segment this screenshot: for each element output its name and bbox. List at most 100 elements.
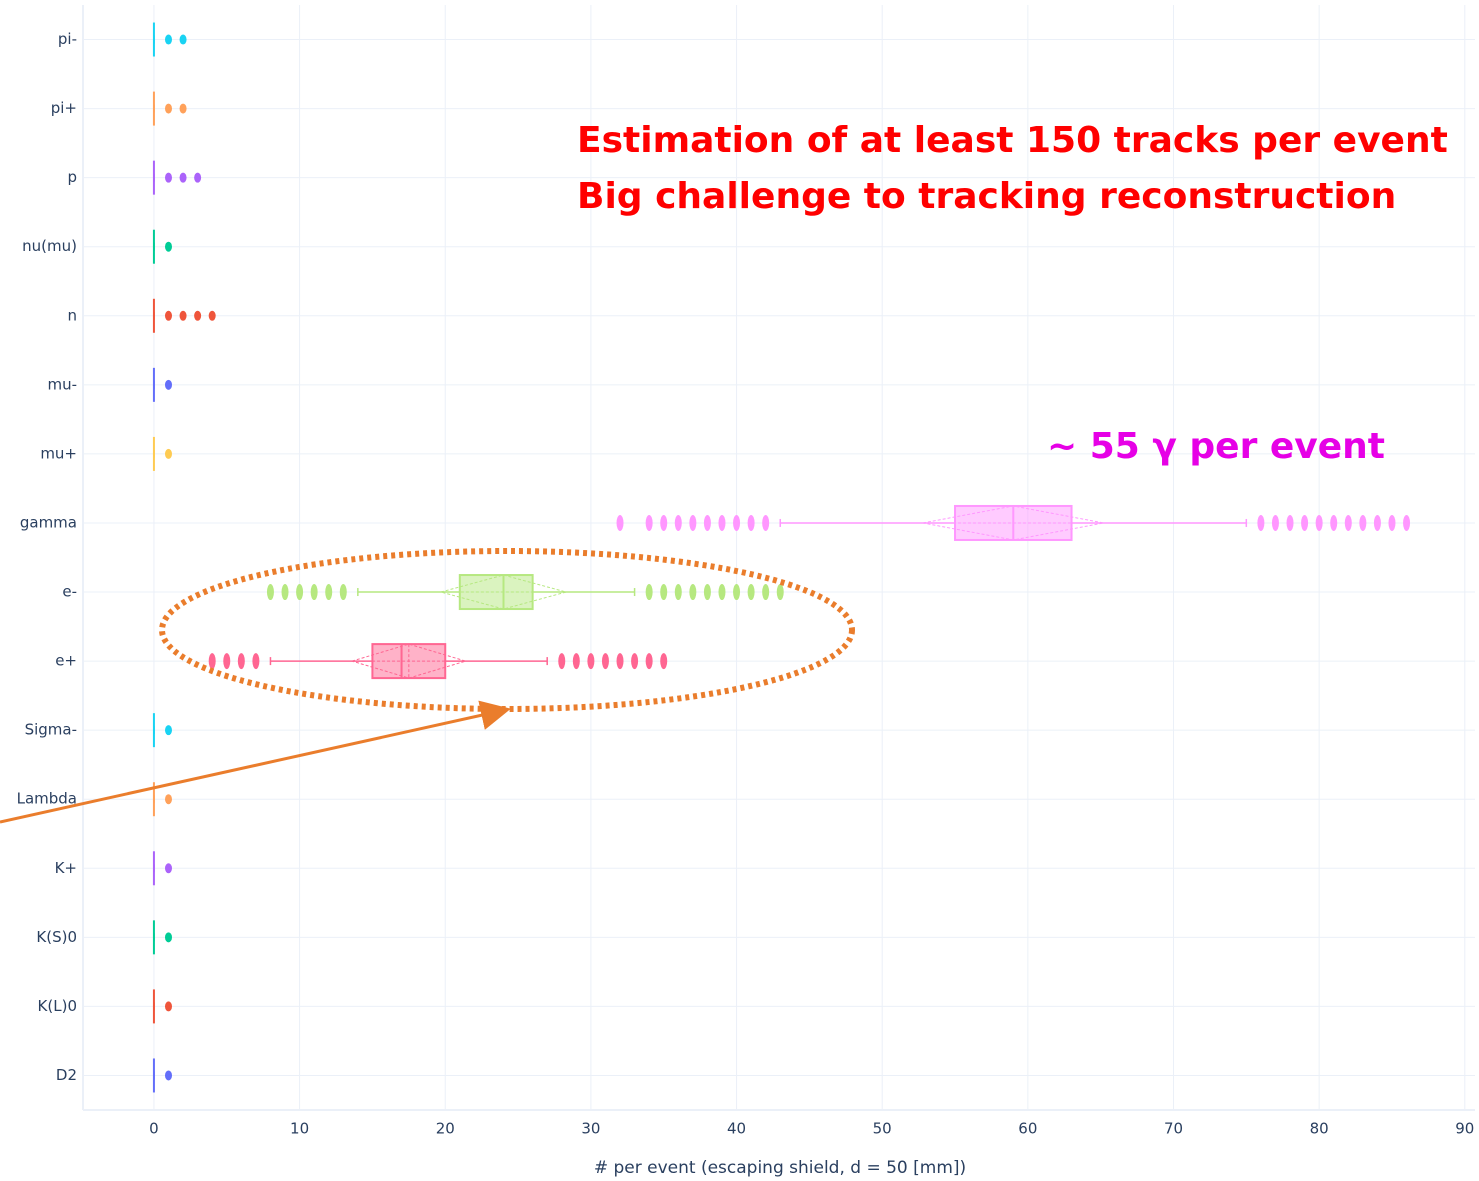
outlier: [689, 584, 697, 601]
grid: [83, 5, 1475, 1110]
outlier: [164, 794, 172, 805]
box-group: [266, 574, 784, 611]
x-tick-label: 20: [436, 1120, 455, 1138]
outlier: [223, 653, 231, 670]
x-tick-label: 90: [1455, 1120, 1474, 1138]
outlier: [674, 584, 682, 601]
outlier: [645, 514, 653, 531]
y-tick-label: Sigma-: [25, 721, 77, 739]
box-group: [152, 989, 172, 1024]
box-group: [152, 229, 172, 264]
outlier: [1301, 514, 1309, 531]
outlier: [325, 584, 333, 601]
outlier: [179, 172, 187, 183]
y-tick-label: p: [67, 168, 77, 186]
outlier: [281, 584, 289, 601]
highlight-ellipse: [159, 548, 855, 712]
box-group: [208, 643, 668, 680]
outlier: [718, 584, 726, 601]
y-tick-label: nu(mu): [22, 237, 77, 255]
outlier: [733, 514, 741, 531]
box-group: [152, 713, 172, 748]
outlier: [164, 379, 172, 390]
outlier: [733, 584, 741, 601]
outlier: [1373, 514, 1381, 531]
box-group: [152, 160, 202, 195]
x-tick-label: 70: [1164, 1120, 1183, 1138]
y-tick-label: mu+: [40, 444, 77, 462]
outlier: [1403, 514, 1411, 531]
outlier: [747, 514, 755, 531]
outlier: [1344, 514, 1352, 531]
box-group: [152, 367, 172, 402]
box-group: [616, 504, 1411, 541]
box-group: [152, 920, 172, 955]
y-tick-label: n: [67, 306, 77, 324]
y-tick-label: mu-: [47, 375, 77, 393]
box-group: [152, 91, 187, 126]
outlier: [776, 584, 784, 601]
outlier: [1257, 514, 1265, 531]
outlier: [164, 448, 172, 459]
outlier: [1271, 514, 1279, 531]
outlier: [164, 725, 172, 736]
y-tick-label: Lambda: [17, 790, 77, 808]
outlier: [164, 310, 172, 321]
outlier: [660, 653, 668, 670]
outlier: [660, 514, 668, 531]
x-tick-label: 80: [1310, 1120, 1329, 1138]
outlier: [266, 584, 274, 601]
marks: [152, 22, 1411, 1093]
outlier: [310, 584, 318, 601]
x-tick-label: 50: [873, 1120, 892, 1138]
box-group: [152, 436, 172, 471]
annotation: Big challenge to tracking reconstruction: [577, 176, 1396, 217]
outlier: [674, 514, 682, 531]
outlier: [164, 34, 172, 45]
annotation: ~ 55 γ per event: [1047, 426, 1385, 467]
outlier: [762, 514, 770, 531]
outlier: [601, 653, 609, 670]
outlier: [1388, 514, 1396, 531]
y-tick-label: e-: [62, 583, 77, 601]
outlier: [1359, 514, 1367, 531]
x-tick-label: 40: [727, 1120, 746, 1138]
box-group: [152, 298, 216, 333]
outlier: [194, 310, 202, 321]
y-tick-label: pi+: [51, 99, 77, 117]
outlier: [1286, 514, 1294, 531]
outlier: [689, 514, 697, 531]
annotation: Estimation of at least 150 tracks per ev…: [577, 120, 1448, 161]
y-tick-label: K(L)0: [38, 997, 77, 1015]
box-group: [152, 1058, 172, 1093]
box-group: [152, 22, 187, 57]
outlier: [164, 172, 172, 183]
outlier: [645, 584, 653, 601]
outlier: [339, 584, 347, 601]
outlier: [1330, 514, 1338, 531]
outlier: [747, 584, 755, 601]
outlier: [718, 514, 726, 531]
outlier: [616, 653, 624, 670]
box-group: [152, 851, 172, 886]
y-tick-label: e+: [55, 652, 77, 670]
outlier: [558, 653, 566, 670]
outlier: [572, 653, 580, 670]
outlier: [179, 103, 187, 114]
x-tick-label: 0: [149, 1120, 159, 1138]
outlier: [587, 653, 595, 670]
x-tick-label: 60: [1018, 1120, 1037, 1138]
outlier: [179, 310, 187, 321]
outlier: [164, 241, 172, 252]
outlier: [703, 584, 711, 601]
outlier: [208, 310, 216, 321]
outlier: [164, 863, 172, 874]
outlier: [296, 584, 304, 601]
outlier: [179, 34, 187, 45]
outlier: [762, 584, 770, 601]
outlier: [252, 653, 260, 670]
outlier: [660, 584, 668, 601]
outlier: [208, 653, 216, 670]
outlier: [237, 653, 245, 670]
